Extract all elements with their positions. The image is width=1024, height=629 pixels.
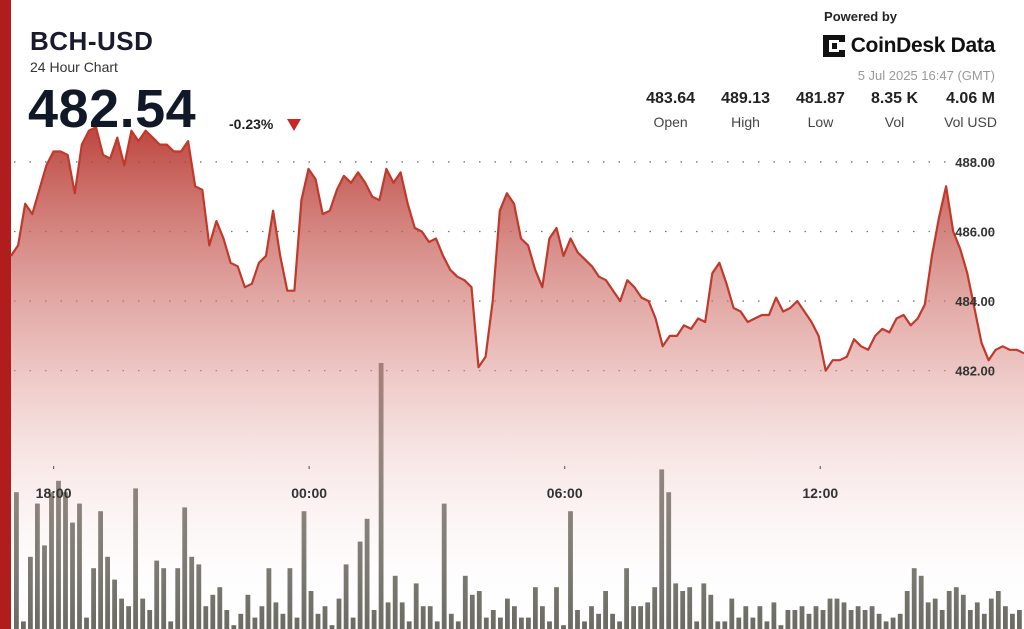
stat-open: 483.64 Open [646, 90, 695, 130]
x-tick-label: 18:00 [36, 485, 72, 501]
x-tick-label: 00:00 [291, 485, 327, 501]
accent-bar [0, 0, 11, 629]
y-tick-label: 482.00 [955, 364, 995, 379]
brand-logo[interactable]: CoinDesk Data [822, 34, 996, 58]
current-price: 482.54 [28, 79, 197, 139]
stat-label: High [731, 114, 760, 130]
y-axis-labels: 482.00 484.00 486.00 488.00 [955, 155, 995, 379]
stat-value: 8.35 K [870, 90, 919, 107]
y-tick-label: 488.00 [955, 155, 995, 170]
stat-value: 481.87 [796, 90, 845, 107]
stat-vol-usd: 4.06 M Vol USD [944, 90, 997, 130]
symbol-title: BCH-USD [30, 26, 154, 56]
stat-value: 4.06 M [946, 90, 995, 107]
timestamp: 5 Jul 2025 16:47 (GMT) [857, 68, 995, 83]
brand-name: CoinDesk Data [850, 34, 996, 57]
price-change: -0.23% [229, 116, 274, 132]
stat-low: 481.87 Low [796, 90, 845, 130]
price-area-fill [11, 127, 1024, 629]
powered-by-label: Powered by [824, 9, 897, 24]
price-line [10, 126, 1024, 372]
down-arrow-icon [287, 119, 301, 131]
y-tick-label: 484.00 [955, 294, 995, 309]
stat-label: Open [653, 114, 688, 130]
stat-high: 489.13 High [721, 90, 770, 130]
chart-subtitle: 24 Hour Chart [30, 59, 118, 75]
stat-vol: 8.35 K Vol [871, 90, 918, 130]
stat-label: Low [807, 114, 834, 130]
coindesk-icon [822, 35, 845, 57]
stat-label: Vol USD [944, 114, 997, 130]
x-tick-label: 06:00 [547, 485, 583, 501]
x-axis-labels: 18:00 00:00 06:00 12:00 [36, 466, 838, 501]
x-tick-label: 12:00 [802, 485, 838, 501]
chart-header: BCH-USD 24 Hour Chart [30, 26, 153, 75]
stats-row: 483.64 Open 489.13 High 481.87 Low 8.35 … [620, 90, 997, 130]
stat-value: 489.13 [721, 90, 770, 107]
stat-value: 483.64 [646, 90, 696, 107]
stat-label: Vol [884, 114, 905, 130]
y-tick-label: 486.00 [955, 225, 995, 240]
